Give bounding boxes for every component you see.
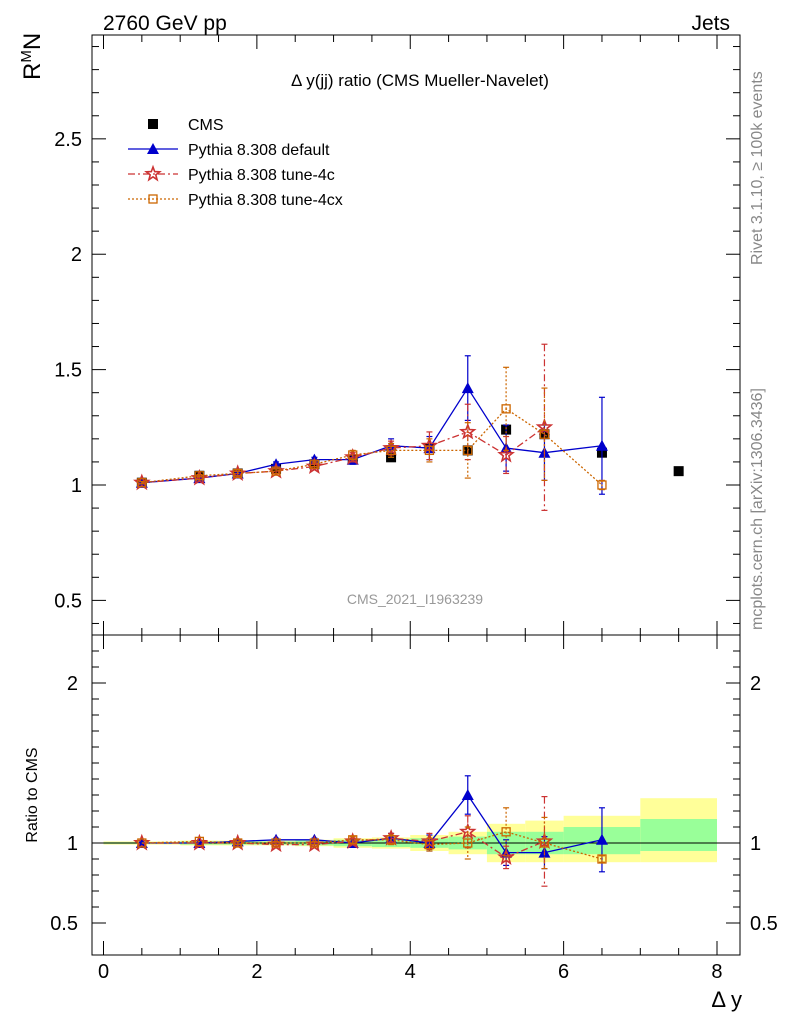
x-tick-label: 0 <box>98 961 109 983</box>
x-tick-label: 4 <box>405 961 416 983</box>
ratio-panel-frame <box>91 634 741 956</box>
cms-data-point <box>673 466 684 477</box>
ratio-uncertainty-band <box>103 798 717 863</box>
mc-2-point <box>463 445 473 456</box>
ratio-mc-2-series-line <box>141 831 603 860</box>
ratio-y-tick-label-right: 2 <box>750 673 761 695</box>
legend-marker <box>147 143 159 154</box>
legend-label: Pythia 8.308 default <box>188 142 330 159</box>
ratio-y-tick-label: 2 <box>67 673 78 695</box>
ratio-y-tick-label-right: 0.5 <box>750 913 778 935</box>
y-axis-label-base: R <box>19 63 46 80</box>
ratio-mc-2-point <box>348 835 358 845</box>
mc-1-point <box>497 445 515 463</box>
ratio-y-tick-label-right: 1 <box>750 833 761 855</box>
mc-1-point <box>228 464 247 481</box>
ratio-mc-2-point <box>424 839 435 850</box>
ratio-band-green-bin <box>640 819 717 851</box>
ratio-mc-0-point <box>461 789 474 800</box>
main-panel: 0.5 1 1.5 2 2.5 Δ y(jj) ratio (CMS Mueller-N… <box>54 34 741 636</box>
mc-1-point <box>133 473 151 491</box>
y-axis-label-sub: N <box>19 33 46 50</box>
ratio-mc-2-point <box>194 836 205 847</box>
ratio-mc-2-point <box>386 835 396 845</box>
mcplots-label: mcplots.cern.ch [arXiv:1306.3436] <box>749 388 766 630</box>
ratio-panel: 0 2 4 6 8 0.5 0.5 1 1 2 2 <box>50 634 778 983</box>
mc-2-point <box>348 450 358 460</box>
mc-2-series-line <box>141 407 603 486</box>
mc-2-point <box>539 429 550 439</box>
y-tick-label: 0.5 <box>54 590 82 612</box>
y-tick-label: 2.5 <box>54 129 82 151</box>
analysis-watermark: CMS_2021_I1963239 <box>347 591 483 607</box>
ratio-mc-2-point <box>501 827 511 837</box>
mc-1-point <box>382 438 400 456</box>
header-category-label: Jets <box>691 12 730 35</box>
mc-2-point <box>597 480 607 490</box>
mc-1-point <box>305 457 324 475</box>
ratio-y-axis-label: Ratio to CMS <box>24 747 41 842</box>
main-data-marks <box>133 343 684 511</box>
mc-2-point <box>501 404 511 414</box>
mc-0-point <box>595 439 608 451</box>
header-collision-label: 2760 GeV pp <box>103 12 227 35</box>
main-axis-ticks: 0.5 1 1.5 2 2.5 <box>54 35 740 635</box>
legend-marker <box>148 194 158 204</box>
rivet-version-label: Rivet 3.1.10, ≥ 100k events <box>749 71 766 265</box>
legend-label: CMS <box>188 117 224 134</box>
mc-2-point <box>137 478 147 488</box>
mc-2-point <box>386 445 396 456</box>
y-tick-label: 1.5 <box>54 360 82 382</box>
mc-2-point <box>309 459 320 469</box>
x-axis-label: Δ y <box>711 987 742 1012</box>
ratio-y-tick-label: 0.5 <box>50 913 78 935</box>
legend: CMS Pythia 8.308 default Pythia 8.308 tune… <box>128 117 343 209</box>
ratio-mc-1-point <box>535 832 554 850</box>
ratio-data-marks <box>133 775 608 887</box>
legend-marker <box>144 164 162 182</box>
y-tick-label: 2 <box>71 244 82 266</box>
mc-2-point <box>233 468 243 479</box>
ratio-mc-2-point <box>309 838 320 848</box>
y-axis-label: RMN <box>18 33 46 80</box>
y-tick-label: 1 <box>71 475 82 497</box>
mc-0-point <box>461 382 474 394</box>
chart-title: Δ y(jj) ratio (CMS Mueller-Navelet) <box>291 71 549 90</box>
ratio-mc-2-point <box>137 838 147 848</box>
x-tick-label: 8 <box>711 961 722 983</box>
legend-label: Pythia 8.308 tune-4c <box>188 167 335 184</box>
legend-marker <box>148 119 158 129</box>
mc-2-point <box>194 471 205 481</box>
x-tick-label: 2 <box>251 961 262 983</box>
legend-label: Pythia 8.308 tune-4cx <box>188 192 343 209</box>
ratio-mc-1-point <box>382 828 400 846</box>
ratio-y-tick-label: 1 <box>67 833 78 855</box>
mc-1-point <box>267 461 285 479</box>
ratio-mc-2-point <box>597 854 607 864</box>
ratio-mc-1-point <box>228 833 247 851</box>
y-axis-label-sup: M <box>18 50 35 63</box>
ratio-mc-2-point <box>233 838 243 848</box>
ratio-mc-0-point <box>595 833 608 845</box>
mc-2-point <box>271 466 281 476</box>
ratio-mc-1-point <box>497 848 515 865</box>
ratio-mc-1-point <box>458 822 477 840</box>
ratio-mc-1-point <box>133 833 151 851</box>
ratio-mc-2-point <box>463 838 473 848</box>
x-tick-label: 6 <box>558 961 569 983</box>
mc-2-point <box>424 445 435 456</box>
ratio-mc-2-point <box>271 838 281 848</box>
ratio-mc-2-point <box>539 838 550 848</box>
